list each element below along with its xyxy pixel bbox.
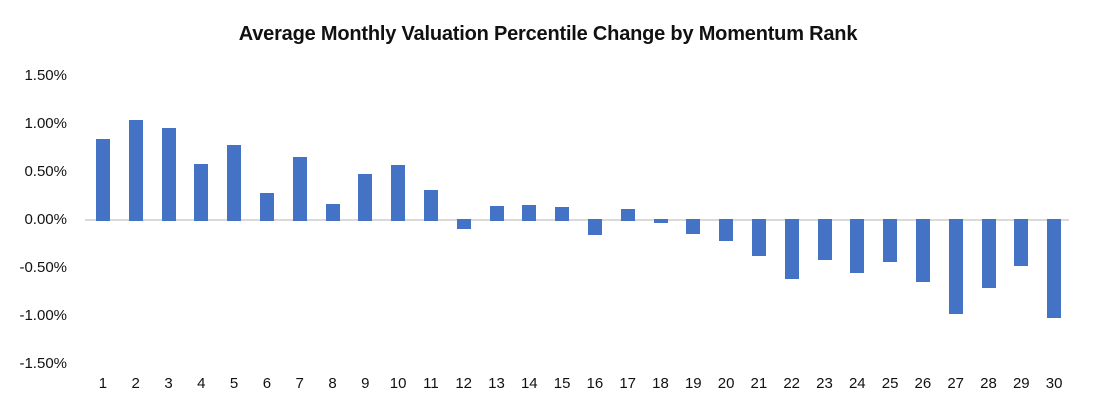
bar bbox=[489, 205, 504, 221]
bar bbox=[817, 219, 832, 261]
x-tick-label: 23 bbox=[816, 375, 833, 392]
x-tick-label: 16 bbox=[586, 375, 604, 392]
y-tick-label: -1.50% bbox=[19, 355, 67, 373]
x-tick-label: 18 bbox=[652, 375, 669, 392]
bar bbox=[686, 219, 701, 235]
x-tick-label: 21 bbox=[750, 375, 768, 392]
x-tick-label: 9 bbox=[361, 375, 370, 392]
x-tick-label: 6 bbox=[262, 375, 272, 392]
x-tick-label: 13 bbox=[488, 375, 505, 392]
x-tick-label: 3 bbox=[164, 375, 173, 392]
x-tick-label: 1 bbox=[98, 375, 108, 392]
chart-title: Average Monthly Valuation Percentile Cha… bbox=[238, 23, 858, 45]
x-tick-label: 28 bbox=[980, 375, 997, 392]
y-tick-label: 1.50% bbox=[24, 66, 67, 84]
x-tick-label: 22 bbox=[783, 375, 801, 392]
x-tick-label: 14 bbox=[520, 375, 538, 392]
bar bbox=[391, 165, 406, 221]
bar bbox=[915, 219, 930, 282]
zero-gridline bbox=[85, 219, 1069, 221]
y-tick-label: 0.00% bbox=[24, 211, 67, 228]
y-tick-label: -0.50% bbox=[19, 259, 67, 277]
bar bbox=[522, 204, 537, 221]
bar bbox=[1047, 219, 1062, 319]
x-tick-label: 25 bbox=[881, 375, 899, 392]
bar bbox=[620, 209, 635, 221]
bar bbox=[292, 157, 307, 221]
bar bbox=[883, 219, 898, 263]
bar bbox=[850, 219, 865, 273]
bar bbox=[259, 193, 274, 221]
x-tick-label: 11 bbox=[423, 375, 439, 392]
x-tick-label: 7 bbox=[295, 375, 304, 392]
x-tick-label: 4 bbox=[197, 375, 206, 392]
bar bbox=[948, 219, 963, 315]
x-tick-label: 15 bbox=[553, 375, 571, 392]
x-tick-label: 10 bbox=[389, 375, 407, 392]
x-tick-label: 17 bbox=[619, 375, 637, 392]
bar bbox=[423, 190, 438, 221]
bar bbox=[194, 164, 209, 221]
bar bbox=[751, 219, 766, 256]
x-tick-label: 2 bbox=[131, 375, 140, 392]
bar bbox=[653, 219, 668, 223]
bar bbox=[227, 144, 242, 221]
x-tick-label: 19 bbox=[684, 375, 702, 392]
y-tick-label: 1.00% bbox=[24, 114, 67, 132]
bar bbox=[325, 203, 340, 221]
bar bbox=[784, 219, 799, 279]
x-tick-label: 24 bbox=[848, 375, 866, 392]
bar bbox=[456, 219, 471, 229]
x-tick-label: 5 bbox=[229, 375, 239, 392]
y-tick-label: -1.00% bbox=[19, 307, 67, 325]
y-tick-label: 0.50% bbox=[24, 162, 67, 180]
x-tick-label: 29 bbox=[1012, 375, 1030, 392]
bar bbox=[358, 173, 373, 221]
bar bbox=[128, 119, 143, 221]
x-tick-label: 26 bbox=[914, 375, 932, 392]
bar bbox=[981, 219, 996, 289]
bar bbox=[587, 219, 602, 236]
x-tick-label: 12 bbox=[455, 375, 473, 392]
x-tick-label: 8 bbox=[328, 375, 337, 392]
bar bbox=[161, 127, 176, 221]
bar bbox=[719, 219, 734, 242]
bar bbox=[1014, 219, 1029, 267]
bar bbox=[555, 206, 570, 221]
bar bbox=[95, 139, 110, 221]
x-tick-label: 30 bbox=[1045, 375, 1063, 392]
x-tick-label: 27 bbox=[947, 375, 965, 392]
x-tick-label: 20 bbox=[717, 375, 735, 392]
